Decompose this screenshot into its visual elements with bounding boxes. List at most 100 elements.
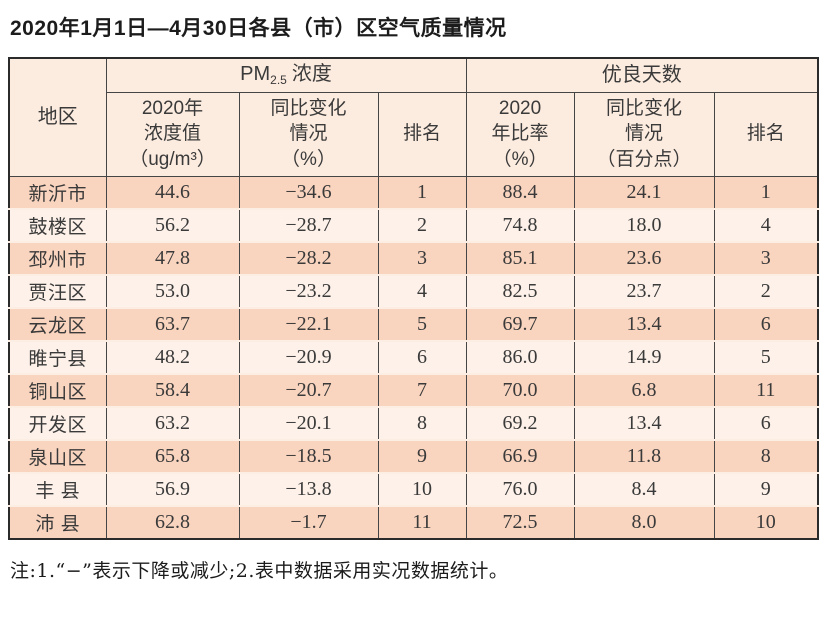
cell-region: 贾汪区 xyxy=(8,275,107,309)
cell-pm-rank: 6 xyxy=(377,341,467,375)
page-title: 2020年1月1日—4月30日各县（市）区空气质量情况 xyxy=(10,17,507,40)
cell-gd-ratio: 74.8 xyxy=(465,209,575,243)
cell-pm-rank: 11 xyxy=(377,506,467,540)
cell-pm-change: −20.9 xyxy=(238,341,379,375)
cell-gd-change: 8.0 xyxy=(573,506,715,540)
header-pm-rank: 排名 xyxy=(377,91,467,177)
cell-gd-change: 24.1 xyxy=(573,176,715,210)
air-quality-table: 地区 PM2.5 浓度 优良天数 2020年 浓度值 （ug/m³） 同比变化 情… xyxy=(8,57,820,540)
cell-gd-change: 18.0 xyxy=(573,209,715,243)
cell-pm-value: 56.9 xyxy=(105,473,240,507)
cell-gd-change: 13.4 xyxy=(573,308,715,342)
cell-pm-change: −28.2 xyxy=(238,242,379,276)
pm25-subscript: 2.5 xyxy=(270,73,287,88)
cell-gd-rank: 5 xyxy=(713,341,819,375)
cell-pm-value: 53.0 xyxy=(105,275,240,309)
cell-pm-rank: 1 xyxy=(377,176,467,210)
cell-gd-rank: 6 xyxy=(713,308,819,342)
cell-gd-change: 8.4 xyxy=(573,473,715,507)
table-row: 丰 县 56.9 −13.8 10 76.0 8.4 9 xyxy=(8,473,819,507)
table-row: 新沂市 44.6 −34.6 1 88.4 24.1 1 xyxy=(8,176,819,210)
cell-pm-rank: 9 xyxy=(377,440,467,474)
cell-pm-change: −23.2 xyxy=(238,275,379,309)
cell-pm-rank: 10 xyxy=(377,473,467,507)
cell-region: 沛 县 xyxy=(8,506,107,540)
cell-pm-change: −20.1 xyxy=(238,407,379,441)
header-gd-change: 同比变化 情况 （百分点） xyxy=(573,91,715,177)
cell-region: 丰 县 xyxy=(8,473,107,507)
table-row: 云龙区 63.7 −22.1 5 69.7 13.4 6 xyxy=(8,308,819,342)
page: 2020年1月1日—4月30日各县（市）区空气质量情况 地区 PM2.5 浓度 优… xyxy=(8,17,820,582)
pm25-label-prefix: PM xyxy=(240,63,271,86)
cell-gd-ratio: 69.7 xyxy=(465,308,575,342)
cell-gd-rank: 11 xyxy=(713,374,819,408)
header-group-good-days: 优良天数 xyxy=(465,57,819,93)
cell-pm-change: −34.6 xyxy=(238,176,379,210)
cell-gd-rank: 6 xyxy=(713,407,819,441)
table-row: 铜山区 58.4 −20.7 7 70.0 6.8 11 xyxy=(8,374,819,408)
cell-pm-value: 62.8 xyxy=(105,506,240,540)
cell-pm-value: 63.2 xyxy=(105,407,240,441)
header-group-pm25: PM2.5 浓度 xyxy=(105,57,467,93)
cell-pm-change: −13.8 xyxy=(238,473,379,507)
cell-pm-rank: 2 xyxy=(377,209,467,243)
cell-gd-rank: 8 xyxy=(713,440,819,474)
cell-gd-change: 6.8 xyxy=(573,374,715,408)
cell-gd-ratio: 76.0 xyxy=(465,473,575,507)
cell-pm-value: 44.6 xyxy=(105,176,240,210)
table-row: 开发区 63.2 −20.1 8 69.2 13.4 6 xyxy=(8,407,819,441)
cell-region: 云龙区 xyxy=(8,308,107,342)
cell-pm-value: 56.2 xyxy=(105,209,240,243)
cell-pm-value: 58.4 xyxy=(105,374,240,408)
cell-gd-rank: 9 xyxy=(713,473,819,507)
cell-gd-ratio: 69.2 xyxy=(465,407,575,441)
table-row: 泉山区 65.8 −18.5 9 66.9 11.8 8 xyxy=(8,440,819,474)
cell-pm-value: 63.7 xyxy=(105,308,240,342)
cell-gd-ratio: 66.9 xyxy=(465,440,575,474)
cell-pm-rank: 7 xyxy=(377,374,467,408)
header-region: 地区 xyxy=(8,57,107,177)
table-row: 鼓楼区 56.2 −28.7 2 74.8 18.0 4 xyxy=(8,209,819,243)
table-row: 贾汪区 53.0 −23.2 4 82.5 23.7 2 xyxy=(8,275,819,309)
table-header: 地区 PM2.5 浓度 优良天数 2020年 浓度值 （ug/m³） 同比变化 情… xyxy=(8,57,819,177)
header-pm-value: 2020年 浓度值 （ug/m³） xyxy=(105,91,240,177)
cell-gd-ratio: 88.4 xyxy=(465,176,575,210)
cell-gd-rank: 3 xyxy=(713,242,819,276)
cell-gd-ratio: 70.0 xyxy=(465,374,575,408)
table-row: 睢宁县 48.2 −20.9 6 86.0 14.9 5 xyxy=(8,341,819,375)
cell-pm-change: −1.7 xyxy=(238,506,379,540)
cell-pm-rank: 8 xyxy=(377,407,467,441)
cell-pm-value: 48.2 xyxy=(105,341,240,375)
cell-gd-change: 11.8 xyxy=(573,440,715,474)
cell-region: 铜山区 xyxy=(8,374,107,408)
cell-pm-rank: 3 xyxy=(377,242,467,276)
cell-region: 新沂市 xyxy=(8,176,107,210)
header-sub-row: 2020年 浓度值 （ug/m³） 同比变化 情况 （%） 排名 2020 年比… xyxy=(9,91,819,177)
footnote: 注:1.“−”表示下降或减少;2.表中数据采用实况数据统计。 xyxy=(10,560,509,582)
cell-gd-ratio: 85.1 xyxy=(465,242,575,276)
table-body: 新沂市 44.6 −34.6 1 88.4 24.1 1 鼓楼区 56.2 −28.7 2 74.8 1… xyxy=(8,176,819,540)
cell-gd-change: 14.9 xyxy=(573,341,715,375)
cell-gd-rank: 2 xyxy=(713,275,819,309)
cell-gd-ratio: 72.5 xyxy=(465,506,575,540)
cell-gd-change: 13.4 xyxy=(573,407,715,441)
header-group-row: 地区 PM2.5 浓度 优良天数 xyxy=(8,57,819,177)
header-gd-rank: 排名 xyxy=(713,91,819,177)
cell-pm-change: −18.5 xyxy=(238,440,379,474)
cell-region: 鼓楼区 xyxy=(8,209,107,243)
cell-gd-ratio: 82.5 xyxy=(465,275,575,309)
cell-pm-value: 65.8 xyxy=(105,440,240,474)
cell-pm-value: 47.8 xyxy=(105,242,240,276)
cell-region: 开发区 xyxy=(8,407,107,441)
cell-pm-rank: 4 xyxy=(377,275,467,309)
header-pm-change: 同比变化 情况 （%） xyxy=(238,91,379,177)
table-row: 沛 县 62.8 −1.7 11 72.5 8.0 10 xyxy=(8,506,819,540)
cell-region: 睢宁县 xyxy=(8,341,107,375)
cell-gd-rank: 4 xyxy=(713,209,819,243)
cell-region: 邳州市 xyxy=(8,242,107,276)
cell-pm-change: −22.1 xyxy=(238,308,379,342)
table-row: 邳州市 47.8 −28.2 3 85.1 23.6 3 xyxy=(8,242,819,276)
cell-gd-change: 23.7 xyxy=(573,275,715,309)
cell-pm-rank: 5 xyxy=(377,308,467,342)
cell-gd-rank: 1 xyxy=(713,176,819,210)
